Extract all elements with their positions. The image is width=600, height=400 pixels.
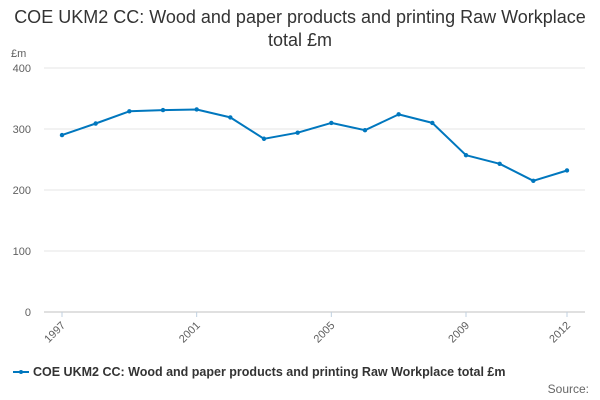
y-tick-label: 100 — [13, 246, 31, 258]
data-point — [127, 109, 132, 114]
x-tick-label: 2009 — [446, 320, 472, 346]
data-point — [564, 168, 570, 173]
data-point — [59, 132, 65, 138]
data-point — [497, 161, 502, 166]
data-point — [362, 128, 368, 133]
y-axis-label: £m — [11, 48, 26, 60]
y-tick-label: 300 — [13, 124, 31, 136]
data-point — [194, 107, 199, 112]
x-tick-label: 2005 — [312, 320, 338, 346]
data-point — [531, 178, 536, 184]
legend-swatch — [13, 367, 29, 377]
credit: Source: — [547, 382, 589, 396]
data-point — [295, 130, 300, 135]
data-point — [463, 153, 469, 158]
data-point — [261, 136, 267, 141]
data-point — [329, 120, 334, 126]
data-point — [396, 112, 401, 117]
chart-title: COE UKM2 CC: Wood and paper products and… — [14, 7, 586, 50]
legend-label: COE UKM2 CC: Wood and paper products and… — [33, 365, 506, 379]
y-tick-label: 0 — [25, 307, 31, 319]
x-tick-label: 2001 — [177, 320, 203, 346]
data-point — [160, 107, 166, 113]
legend[interactable]: COE UKM2 CC: Wood and paper products and… — [13, 365, 506, 379]
series-line — [61, 108, 568, 182]
x-tick-label: 1997 — [42, 320, 68, 346]
data-point — [430, 120, 435, 126]
x-tick-label: 2012 — [547, 320, 573, 346]
data-point — [228, 115, 233, 120]
data-point — [93, 121, 98, 126]
y-tick-label: 200 — [13, 185, 31, 197]
y-tick-label: 400 — [13, 63, 31, 75]
